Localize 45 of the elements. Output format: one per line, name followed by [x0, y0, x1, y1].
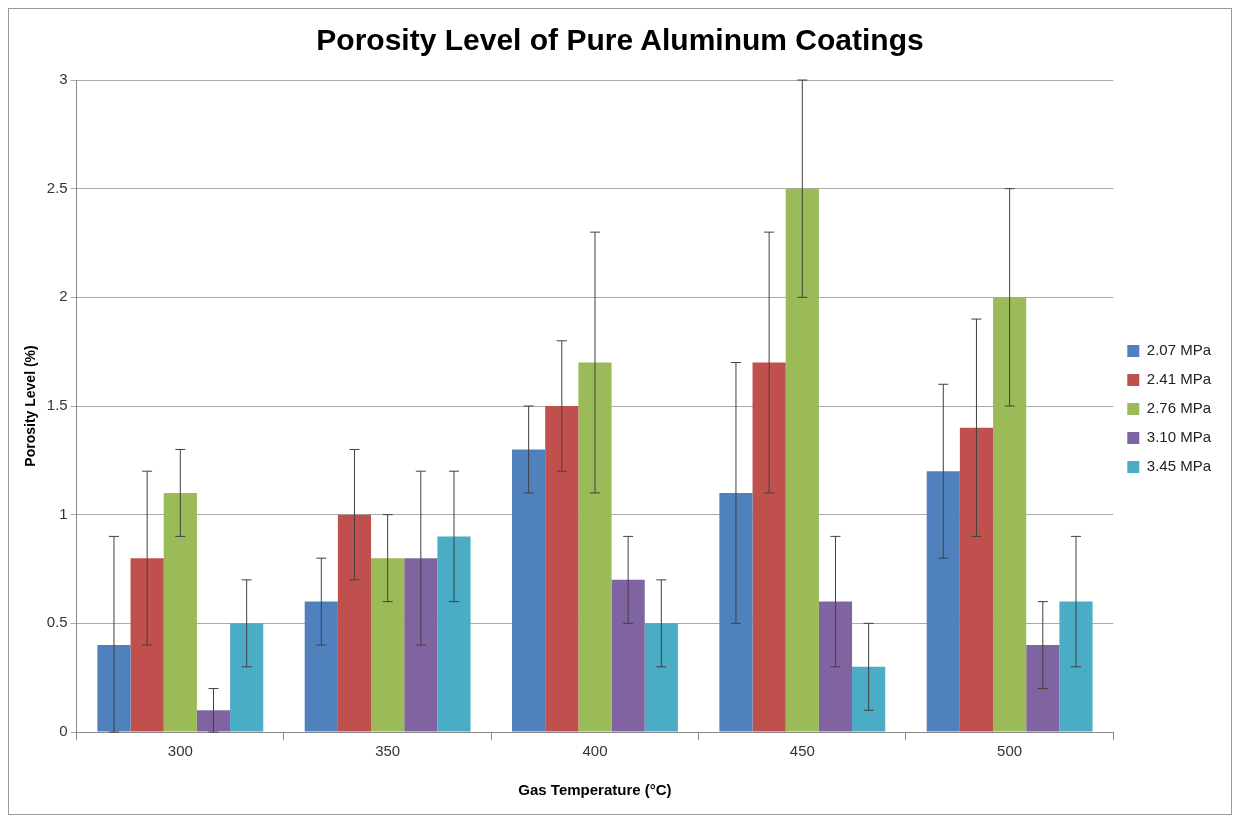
bar	[1026, 645, 1060, 732]
bar	[371, 558, 405, 732]
legend-label: 3.45 MPa	[1146, 457, 1212, 475]
y-axis-title: Porosity Level (%)	[22, 345, 39, 467]
x-tick-label: 400	[582, 742, 608, 760]
bar	[752, 362, 786, 732]
bar	[719, 492, 753, 732]
bar	[230, 623, 264, 732]
bar	[578, 362, 612, 732]
bar	[785, 188, 819, 732]
x-tick-label: 300	[167, 742, 193, 760]
legend-label: 2.76 MPa	[1146, 399, 1212, 417]
chart-title: Porosity Level of Pure Aluminum Coatings	[316, 23, 924, 57]
bar	[611, 579, 645, 732]
bar	[196, 710, 231, 732]
y-tick-label: 2	[59, 287, 68, 305]
bar	[818, 601, 853, 732]
bar	[130, 558, 164, 732]
bar	[926, 471, 960, 732]
bar	[337, 514, 372, 732]
bar	[993, 297, 1027, 732]
bar	[959, 427, 994, 732]
bar	[852, 666, 886, 732]
bar	[545, 406, 579, 732]
x-axis-title: Gas Temperature (°C)	[518, 781, 672, 799]
y-tick-label: 0.5	[46, 613, 68, 631]
x-tick-label: 500	[997, 742, 1023, 760]
y-tick-label: 1	[59, 504, 68, 522]
bar	[97, 645, 131, 732]
y-tick-label: 0	[59, 722, 68, 740]
bar	[512, 449, 546, 732]
y-tick-label: 1.5	[46, 396, 68, 414]
legend-label: 3.10 MPa	[1146, 428, 1212, 446]
bar	[437, 536, 471, 732]
x-tick-label: 450	[789, 742, 815, 760]
legend-label: 2.07 MPa	[1146, 341, 1212, 359]
bar	[644, 623, 678, 732]
legend-label: 2.41 MPa	[1146, 370, 1212, 388]
bar	[404, 558, 438, 732]
bar	[163, 492, 197, 732]
x-tick-label: 350	[375, 742, 401, 760]
bar	[1059, 601, 1093, 732]
y-tick-label: 3	[59, 70, 68, 88]
bar	[304, 601, 338, 732]
y-tick-label: 2.5	[46, 178, 68, 196]
